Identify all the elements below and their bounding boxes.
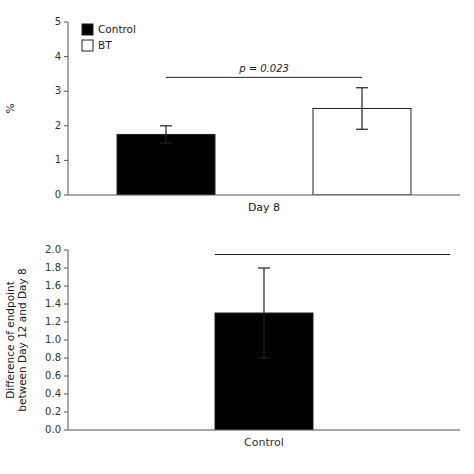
error-cap [356, 87, 368, 88]
error-bar [356, 88, 368, 130]
y-axis [68, 22, 69, 195]
y-axis-label-line: % [4, 103, 16, 113]
y-axis-label: % [4, 103, 16, 113]
y-tick [64, 56, 68, 57]
legend-label: Control [98, 23, 136, 35]
y-tick [64, 394, 68, 395]
legend-swatch [82, 40, 93, 51]
y-axis-label: Difference of endpointbetween Day 12 and… [4, 268, 28, 411]
y-axis-label-line: between Day 12 and Day 8 [16, 268, 28, 411]
y-tick-label: 2.0 [45, 244, 61, 255]
y-tick [64, 376, 68, 377]
significance-line [215, 254, 450, 255]
y-tick-label: 0.6 [45, 370, 61, 381]
x-axis-label: Day 8 [248, 201, 280, 214]
bar [117, 134, 215, 195]
y-tick-label: 2 [55, 120, 61, 131]
y-tick [64, 412, 68, 413]
error-stem [165, 126, 166, 143]
x-tick-label: Control [244, 436, 284, 449]
y-tick [64, 268, 68, 269]
annotation: p = 0.023 [238, 63, 289, 74]
figure: 012345p = 0.023Day 8%ControlBT0.00.20.40… [0, 0, 474, 474]
y-tick [64, 430, 68, 431]
y-tick-label: 1.4 [45, 298, 61, 309]
chart: 0.0 0.2 0.4 0.6 0.8 1.0 1.2 1.4 1.6 1.8 2.0 Control… [4, 244, 460, 449]
y-tick [64, 340, 68, 341]
legend: Control BT [82, 23, 136, 51]
y-tick [64, 22, 68, 23]
error-stem [361, 88, 362, 130]
y-tick-label: 1.0 [45, 334, 61, 345]
y-axis [68, 250, 69, 430]
x-axis [68, 195, 460, 196]
error-stem [263, 268, 264, 358]
y-tick-label: 1.6 [45, 280, 61, 291]
y-axis-label-line: Difference of endpoint [4, 281, 16, 398]
y-tick [64, 91, 68, 92]
y-tick-label: 0 [55, 189, 61, 200]
y-tick [64, 286, 68, 287]
error-cap [160, 125, 172, 126]
y-tick-label: 0.0 [45, 424, 61, 435]
y-tick-label: 5 [55, 16, 61, 27]
plot-area [215, 255, 450, 431]
y-tick-label: 0.4 [45, 388, 61, 399]
y-tick [64, 195, 68, 196]
x-axis [68, 430, 460, 431]
error-cap [356, 129, 368, 130]
y-tick-label: 3 [55, 85, 61, 96]
error-cap [258, 357, 270, 358]
y-tick [64, 322, 68, 323]
y-tick [64, 250, 68, 251]
legend-swatch [82, 24, 93, 35]
chart: 0 1 2 3 4 5 p = 0.023 Day 8% Control BT [4, 16, 460, 214]
y-tick [64, 358, 68, 359]
y-tick-label: 1 [55, 154, 61, 165]
error-cap [258, 267, 270, 268]
y-tick-label: 1.8 [45, 262, 61, 273]
legend-label: BT [98, 39, 112, 51]
y-tick [64, 160, 68, 161]
y-tick-label: 0.2 [45, 406, 61, 417]
y-tick-label: 1.2 [45, 316, 61, 327]
error-cap [160, 143, 172, 144]
y-tick-label: 0.8 [45, 352, 61, 363]
y-tick-label: 4 [55, 51, 61, 62]
error-bar [258, 268, 270, 358]
y-tick [64, 304, 68, 305]
y-tick [64, 125, 68, 126]
error-bar [160, 126, 172, 143]
plot-area [117, 77, 411, 195]
significance-line [166, 77, 362, 78]
